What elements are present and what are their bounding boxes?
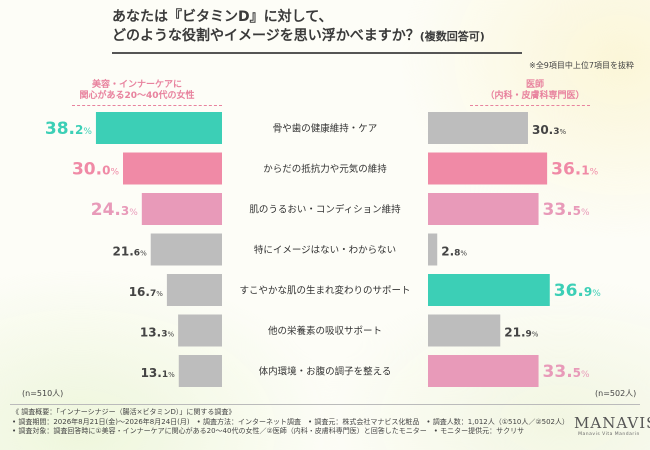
right-sample-size: (n=502人)	[595, 389, 637, 398]
right-group-rule	[470, 105, 590, 106]
left-bar	[166, 274, 222, 306]
title-line-1: あなたは『ビタミンD』に対して、	[112, 9, 333, 25]
left-sample-size: (n=510人)	[22, 389, 64, 398]
right-value-label: 33.5%	[543, 362, 590, 382]
left-value-label: 30.0%	[72, 160, 119, 180]
right-bar	[428, 233, 438, 266]
footer-line-1: 《 調査概要：「インナーシナジー（腸活×ビタミンD）」に関する調査》	[12, 408, 236, 416]
category-label: 体内環境・お腹の調子を整える	[259, 366, 392, 378]
left-bar	[123, 152, 222, 185]
logo-sub: Manavis Vita Mandarin	[578, 432, 640, 437]
footer-divider	[10, 404, 640, 405]
left-value-label: 13.3%	[140, 326, 175, 340]
right-bar	[428, 112, 528, 144]
butterfly-bar-chart: 38.2% 30.3% 骨や歯の健康維持・ケア 30.0% 36.1% からだの抵抗力や元…	[45, 112, 601, 387]
logo-name: MANAVIS	[574, 414, 650, 432]
category-label: 特にイメージはない・わからない	[254, 244, 396, 256]
category-label: からだの抵抗力や元気の維持	[263, 163, 387, 175]
right-value-label: 36.9%	[554, 281, 601, 301]
category-label: 他の栄養素の吸収サポート	[268, 325, 382, 337]
title-line-2-note: (複数回答可)	[419, 30, 485, 43]
left-value-label: 38.2%	[45, 119, 92, 139]
right-group-label-line2: （内科・皮膚科専門医）	[485, 91, 585, 101]
right-bar	[428, 274, 550, 306]
subset-note: ※全9項目中上位7項目を抜粋	[529, 61, 634, 70]
left-bar	[178, 314, 222, 347]
left-group-label: 美容・インナーケアに 関心がある20～40代の女性	[62, 80, 212, 102]
right-value-label: 36.1%	[551, 160, 598, 180]
left-value-label: 13.1%	[141, 366, 176, 380]
left-bar	[95, 112, 222, 144]
left-value-label: 24.3%	[91, 200, 138, 220]
title-underline	[112, 52, 522, 54]
right-group-label: 医師 （内科・皮膚科専門医）	[470, 80, 600, 102]
right-value-label: 30.3%	[532, 123, 567, 137]
left-group-label-line2: 関心がある20～40代の女性	[79, 91, 195, 101]
left-value-label: 21.6%	[113, 245, 148, 259]
right-bar	[428, 193, 539, 225]
footer-line-2: • 調査期間：2026年8月21日(金)～2026年8月24日(月) • 調査方…	[12, 417, 570, 426]
title-line-2: どのような役割やイメージを思い浮かべますか？(複数回答可)	[112, 27, 532, 46]
right-bar	[428, 355, 539, 387]
category-label: 肌のうるおい・コンディション維持	[249, 204, 401, 216]
chart-title: あなたは『ビタミンD』に対して、 どのような役割やイメージを思い浮かべますか？(…	[112, 8, 532, 46]
left-bar	[141, 193, 222, 225]
left-bar	[178, 355, 222, 387]
right-group-label-line1: 医師	[525, 80, 544, 90]
left-bar	[150, 233, 222, 266]
manavis-logo: MANAVIS Manavis Vita Mandarin	[574, 414, 650, 437]
category-label: すこやかな肌の生まれ変わりのサポート	[239, 285, 410, 297]
survey-footer: 《 調査概要：「インナーシナジー（腸活×ビタミンD）」に関する調査》 • 調査期…	[12, 408, 572, 437]
category-label: 骨や歯の健康維持・ケア	[273, 123, 378, 135]
left-group-rule	[72, 105, 222, 106]
footer-line-3: • 調査対象：調査回答時に①美容・インナーケアに関心がある20～40代の女性／②…	[12, 427, 525, 435]
right-value-label: 33.5%	[543, 200, 590, 220]
right-bar	[428, 152, 548, 185]
left-group-label-line1: 美容・インナーケアに	[91, 80, 182, 90]
right-bar	[428, 314, 501, 347]
left-value-label: 16.7%	[129, 285, 164, 299]
title-line-2-main: どのような役割やイメージを思い浮かべますか？	[112, 28, 420, 44]
right-value-label: 2.8%	[441, 245, 467, 259]
right-value-label: 21.9%	[504, 326, 539, 340]
